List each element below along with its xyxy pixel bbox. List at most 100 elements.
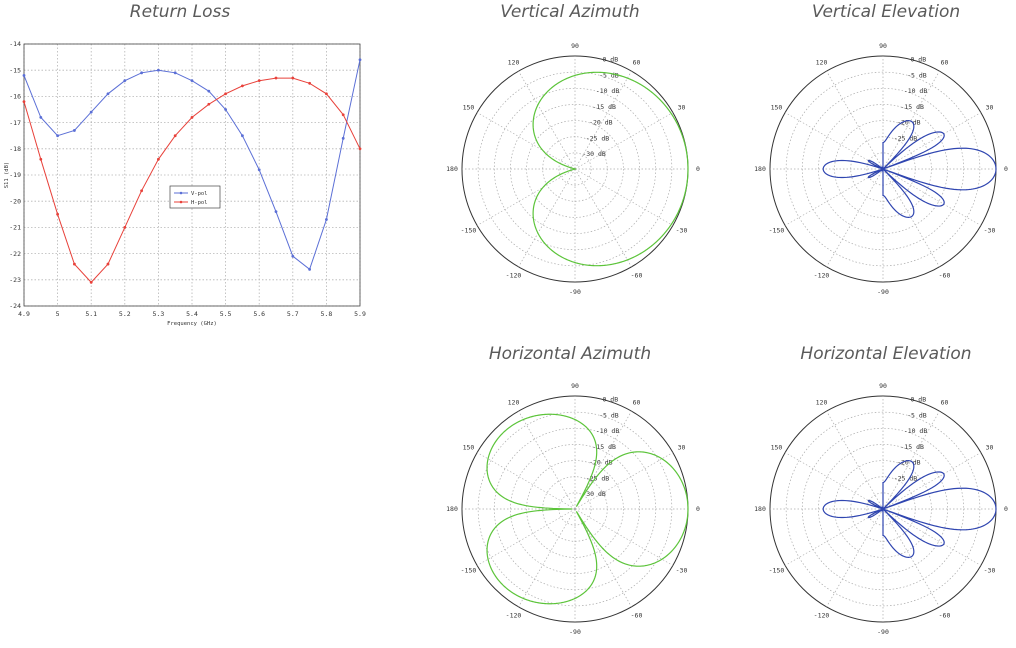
radial-tick-label: -30 dB (582, 150, 606, 158)
radial-tick-label: 0 dB (910, 55, 926, 63)
y-tick-label: -24 (9, 302, 21, 310)
data-point (123, 226, 127, 229)
data-point (325, 92, 328, 96)
angle-label: 30 (986, 104, 994, 112)
y-axis-label: S11 (dB) (4, 162, 10, 189)
grid-spoke (574, 70, 632, 170)
angle-label: 120 (816, 58, 828, 66)
vertical-azimuth-plot: 0 30 60 90 120 150 180 -150 -120 -90 -60 -30 0 dB -5 … (446, 42, 700, 296)
data-point (140, 71, 144, 75)
radial-tick-label: -25 dB (894, 474, 918, 482)
return-loss-title: Return Loss (129, 2, 231, 22)
angle-label: -120 (814, 612, 830, 620)
radial-tick-label: 0 dB (602, 395, 618, 403)
data-point (358, 147, 362, 151)
grid-spoke (882, 410, 940, 510)
angle-label: 150 (463, 444, 475, 452)
angle-label: 120 (508, 398, 520, 406)
data-point (257, 79, 261, 83)
data-point (39, 115, 43, 119)
angle-label: -30 (676, 227, 688, 235)
grid-spoke (882, 508, 982, 566)
grid-spoke (882, 168, 982, 226)
grid-ring (510, 444, 640, 574)
radial-tick-label: -20 dB (897, 119, 921, 127)
angle-label: 120 (508, 58, 520, 66)
data-point (207, 89, 211, 93)
data-point (157, 68, 160, 72)
angle-label: 180 (446, 505, 458, 513)
data-point (39, 157, 43, 161)
data-point (241, 84, 244, 88)
angle-label: 60 (633, 58, 641, 66)
angle-label: -90 (877, 628, 889, 636)
angle-label: 30 (986, 444, 994, 452)
pattern-curve (532, 71, 689, 267)
grid-spoke (826, 70, 884, 170)
radial-tick-label: -5 dB (907, 71, 927, 79)
angle-label: -30 (984, 227, 996, 235)
angle-label: 180 (446, 165, 458, 173)
grid-spoke (476, 452, 576, 510)
angle-label: -90 (877, 288, 889, 296)
radial-tick-label: -20 dB (897, 459, 921, 467)
data-point (173, 71, 177, 75)
y-tick-label: -16 (9, 93, 21, 101)
angle-label: 90 (571, 382, 579, 390)
data-point (308, 267, 311, 271)
grid-ring (785, 71, 981, 267)
grid-ring (834, 120, 932, 218)
radial-tick-label: -30 dB (582, 490, 606, 498)
angle-label: 60 (633, 398, 641, 406)
grid-spoke (784, 168, 884, 226)
data-point (224, 92, 228, 96)
radial-tick-label: -25 dB (586, 474, 610, 482)
horizontal-elevation-title: Horizontal Elevation (800, 344, 972, 364)
horizontal-elevation-plot: 0 30 60 90 120 150 180 -150 -120 -90 -60 -30 0 dB -5 … (754, 382, 1008, 636)
angle-label: -150 (769, 227, 785, 235)
grid-spoke (784, 508, 884, 566)
grid-spoke (826, 508, 884, 608)
data-point (358, 58, 362, 62)
angle-label: -60 (631, 272, 643, 280)
y-tick-label: -23 (9, 276, 21, 284)
data-point (274, 76, 278, 80)
data-point (207, 102, 211, 106)
radial-tick-label: -10 dB (904, 427, 928, 435)
data-point (89, 281, 93, 284)
angle-label: 0 (696, 165, 700, 173)
grid-spoke (476, 508, 576, 566)
radial-tick-label: -25 dB (894, 134, 918, 142)
x-tick-label: 5.8 (321, 310, 333, 318)
data-point (224, 108, 228, 111)
grid-spoke (518, 508, 576, 608)
angle-label: -30 (676, 567, 688, 575)
grid-ring (526, 120, 624, 218)
data-point (73, 129, 76, 132)
x-tick-label: 5.2 (119, 310, 131, 318)
data-point (22, 100, 26, 104)
grid-spoke (882, 112, 982, 170)
radial-tick-label: -5 dB (599, 71, 619, 79)
data-point (73, 262, 76, 266)
angle-label: 90 (879, 42, 887, 50)
data-point (325, 218, 328, 221)
vertical-azimuth-title: Vertical Azimuth (500, 2, 640, 22)
legend-label: H-pol (191, 200, 208, 206)
data-point (341, 136, 345, 140)
angle-label: 30 (678, 444, 686, 452)
pattern-curve (822, 460, 997, 558)
x-tick-label: 5.9 (354, 310, 366, 318)
radial-tick-label: 0 dB (602, 55, 618, 63)
data-point (56, 212, 59, 216)
grid-spoke (826, 410, 884, 510)
data-point (308, 81, 311, 85)
grid-ring (785, 411, 981, 607)
grid-spoke (784, 112, 884, 170)
radial-tick-label: -15 dB (592, 443, 616, 451)
angle-label: 150 (771, 444, 783, 452)
angle-label: 60 (941, 58, 949, 66)
grid-spoke (574, 508, 674, 566)
angle-label: 0 (1004, 505, 1008, 513)
data-point (291, 254, 295, 258)
